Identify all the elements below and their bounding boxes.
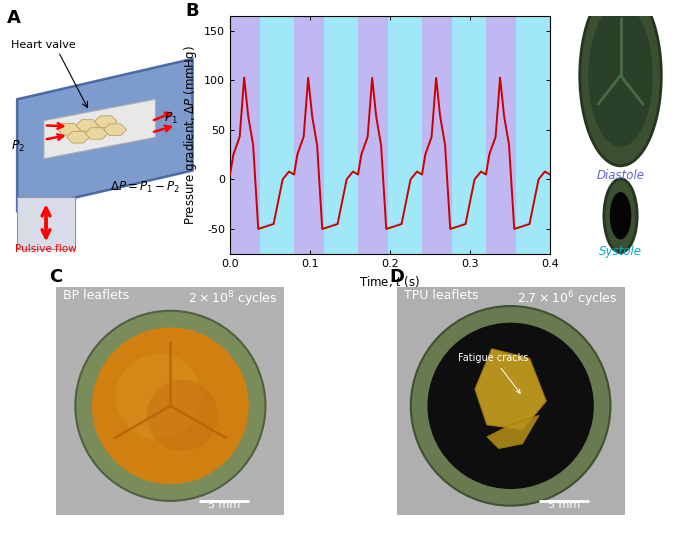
- Text: A: A: [7, 9, 20, 27]
- Polygon shape: [44, 99, 155, 159]
- Text: 5 mm: 5 mm: [208, 501, 240, 510]
- Bar: [388, 16, 422, 254]
- Text: 5 mm: 5 mm: [548, 501, 580, 510]
- Circle shape: [116, 354, 202, 439]
- Text: D: D: [390, 268, 405, 286]
- Circle shape: [609, 192, 631, 240]
- Text: Heart valve: Heart valve: [11, 40, 76, 50]
- Text: Fatigue cracks: Fatigue cracks: [458, 353, 528, 393]
- Bar: [452, 16, 486, 254]
- Circle shape: [588, 4, 652, 147]
- Polygon shape: [487, 415, 539, 449]
- Bar: [324, 16, 358, 254]
- Text: $2.7 \times 10^6$ cycles: $2.7 \times 10^6$ cycles: [517, 289, 618, 309]
- Text: Diastole: Diastole: [597, 169, 644, 182]
- Text: C: C: [49, 268, 63, 286]
- Circle shape: [604, 179, 637, 252]
- Bar: [550, 16, 580, 254]
- Text: Systole: Systole: [599, 245, 642, 258]
- X-axis label: Time, $t$ (s): Time, $t$ (s): [360, 274, 421, 289]
- Text: Pulsive flow: Pulsive flow: [15, 244, 77, 254]
- Text: $\Delta P = P_1 - P_2$: $\Delta P = P_1 - P_2$: [110, 180, 180, 195]
- Bar: [558, 16, 580, 254]
- Bar: [17, 197, 75, 249]
- Circle shape: [580, 0, 661, 166]
- Text: $2 \times 10^8$ cycles: $2 \times 10^8$ cycles: [188, 289, 277, 309]
- Text: BP leaflets: BP leaflets: [63, 289, 129, 302]
- Text: $P_2$: $P_2$: [11, 139, 25, 154]
- Polygon shape: [76, 120, 99, 131]
- Bar: [486, 16, 516, 254]
- Bar: [294, 16, 324, 254]
- Polygon shape: [85, 128, 108, 139]
- Bar: [260, 16, 294, 254]
- Circle shape: [411, 306, 610, 505]
- Bar: [358, 16, 388, 254]
- Circle shape: [428, 323, 594, 489]
- Bar: [230, 16, 260, 254]
- Circle shape: [76, 311, 266, 501]
- Bar: [422, 16, 452, 254]
- Polygon shape: [104, 124, 127, 136]
- Polygon shape: [17, 59, 193, 211]
- Polygon shape: [67, 131, 89, 143]
- Polygon shape: [95, 116, 117, 128]
- Bar: [516, 16, 550, 254]
- Text: B: B: [185, 2, 199, 20]
- Y-axis label: Pressure gradient, $ΔP$ (mmHg): Pressure gradient, $ΔP$ (mmHg): [182, 45, 199, 225]
- Text: TPU leaflets: TPU leaflets: [404, 289, 478, 302]
- Circle shape: [146, 379, 218, 451]
- Text: $P_1$: $P_1$: [163, 111, 178, 126]
- Circle shape: [92, 327, 249, 484]
- Polygon shape: [475, 349, 546, 430]
- Polygon shape: [57, 123, 80, 135]
